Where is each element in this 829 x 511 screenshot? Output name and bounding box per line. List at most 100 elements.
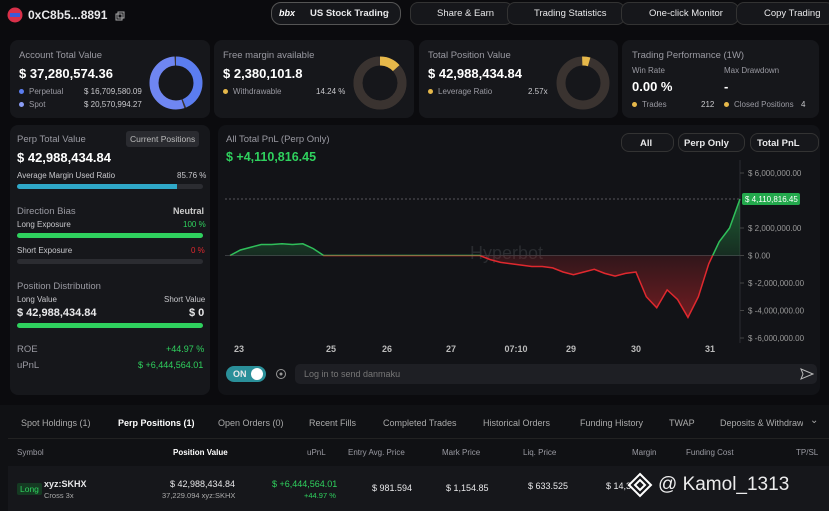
label: Long Value — [17, 295, 57, 304]
column-header: Position Value — [173, 448, 228, 457]
dropdown-label[interactable]: Perp Only — [684, 138, 729, 149]
column-header: Liq. Price — [523, 448, 557, 457]
pnl-chart: $ 6,000,000.00 $ 2,000,000.00 $ 0.00 $ -2,0… — [225, 160, 805, 354]
value: $ 42,988,434.84 — [17, 307, 97, 319]
value: +44.97 % — [166, 344, 205, 354]
label: Account Total Value — [19, 50, 103, 61]
dropdown-label[interactable]: All — [640, 138, 653, 149]
nav-item[interactable]: Trading Statistics — [534, 8, 607, 19]
tab[interactable]: Spot Holdings (1) — [21, 418, 91, 428]
chevron[interactable]: ⌄ — [810, 415, 819, 426]
donut-segment — [353, 56, 407, 110]
y-tick-label: $ -6,000,000.00 — [748, 334, 805, 343]
entry-price: $ 981.594 — [372, 483, 413, 493]
x-tick-label: 23 — [234, 344, 244, 354]
current-label: $ 4,110,816.45 — [745, 195, 798, 204]
value: 0 % — [191, 246, 205, 255]
chevron: › — [386, 7, 390, 18]
us-stock-button[interactable] — [271, 2, 401, 25]
symbol: xyz:SKHX — [44, 479, 87, 489]
settings-icon[interactable] — [275, 368, 287, 380]
nav-item[interactable]: One-click Monitor — [649, 8, 723, 19]
y-tick-label: $ 2,000,000.00 — [748, 224, 802, 233]
nav-item[interactable]: Copy Trading — [764, 8, 821, 19]
donut-segment — [149, 56, 203, 110]
label: Total Position Value — [428, 50, 511, 61]
value: 100 % — [183, 220, 206, 229]
bar — [17, 184, 177, 189]
bar — [17, 233, 203, 238]
tab-active[interactable]: Perp Positions (1) — [118, 418, 195, 428]
tab[interactable]: Open Orders (0) — [218, 418, 284, 428]
value: 212 — [701, 100, 715, 109]
x-tick-label: 26 — [382, 344, 392, 354]
pnl-area — [230, 198, 740, 318]
legend-dot — [223, 89, 228, 94]
side-badge: Long — [17, 483, 42, 495]
x-tick-label: 27 — [446, 344, 456, 354]
value: $ 16,709,580.09 — [84, 87, 142, 96]
label: Perp Total Value — [17, 134, 86, 145]
label: Short Exposure — [17, 246, 73, 255]
toggle-label[interactable]: ON — [233, 369, 247, 379]
label: Short Value — [164, 295, 206, 304]
label: Free margin available — [223, 50, 315, 61]
current-positions-button[interactable]: Current Positions — [126, 131, 200, 147]
tab[interactable]: Funding History — [580, 418, 644, 428]
nav-button[interactable] — [736, 2, 829, 25]
column-header: Margin — [632, 448, 657, 457]
label: Leverage Ratio — [438, 87, 493, 96]
label: Closed Positions — [734, 100, 794, 109]
tab[interactable]: Deposits & Withdraw — [720, 418, 803, 428]
label: Perpetual — [29, 87, 64, 96]
label: uPnL — [17, 360, 40, 371]
copy-icon[interactable] — [115, 11, 125, 21]
dropdown-label[interactable]: Total PnL — [757, 138, 800, 149]
label: ROE — [17, 344, 38, 355]
mark-price: $ 1,154.85 — [446, 483, 489, 493]
tab[interactable]: Completed Trades — [383, 418, 457, 428]
donut-segment — [353, 56, 407, 110]
value: 4 — [801, 100, 806, 109]
nav-item[interactable]: Share & Earn — [437, 8, 495, 19]
watermark: @ Kamol_1313 — [658, 474, 790, 495]
tab[interactable]: Recent Fills — [309, 418, 357, 428]
label: Average Margin Used Ratio — [17, 171, 116, 180]
label: Trades — [642, 100, 667, 109]
dropdown[interactable] — [678, 133, 745, 152]
value: $ 2,380,101.8 — [223, 66, 303, 81]
bar-track — [17, 233, 203, 238]
account-address: 0xC8b5...8891 — [28, 8, 108, 22]
column-header: Mark Price — [442, 448, 481, 457]
upnl: $ +6,444,564.01 — [272, 479, 338, 489]
x-tick-label: 07:10 — [504, 344, 527, 354]
value: $ 20,570,994.27 — [84, 100, 142, 109]
legend-dot — [19, 89, 24, 94]
legend-dot — [724, 102, 729, 107]
bbx-logo: bbx — [279, 8, 296, 18]
dropdown[interactable] — [750, 133, 819, 152]
donut — [353, 56, 407, 110]
distribution-bar — [17, 323, 203, 328]
tab[interactable]: Historical Orders — [483, 418, 551, 428]
label: Direction Bias — [17, 206, 76, 217]
tab[interactable]: TWAP — [669, 418, 695, 428]
dropdown[interactable] — [621, 133, 674, 152]
label: Withdrawable — [233, 87, 282, 96]
y-tick-label: $ 0.00 — [748, 252, 771, 261]
column-header: TP/SL — [796, 448, 819, 457]
value: Neutral — [173, 206, 205, 216]
nav-item[interactable]: US Stock Trading — [310, 8, 389, 19]
danmaku-input[interactable] — [295, 364, 817, 384]
value: - — [724, 79, 729, 94]
legend-dot — [632, 102, 637, 107]
donut — [556, 56, 610, 110]
current-badge — [742, 192, 800, 205]
send-icon[interactable] — [800, 367, 814, 381]
margin: $ 14,3 — [606, 481, 632, 491]
label: Position Distribution — [17, 281, 101, 292]
value: 85.76 % — [177, 171, 207, 180]
pnl-line — [229, 198, 741, 319]
y-tick-label: $ 6,000,000.00 — [748, 169, 802, 178]
